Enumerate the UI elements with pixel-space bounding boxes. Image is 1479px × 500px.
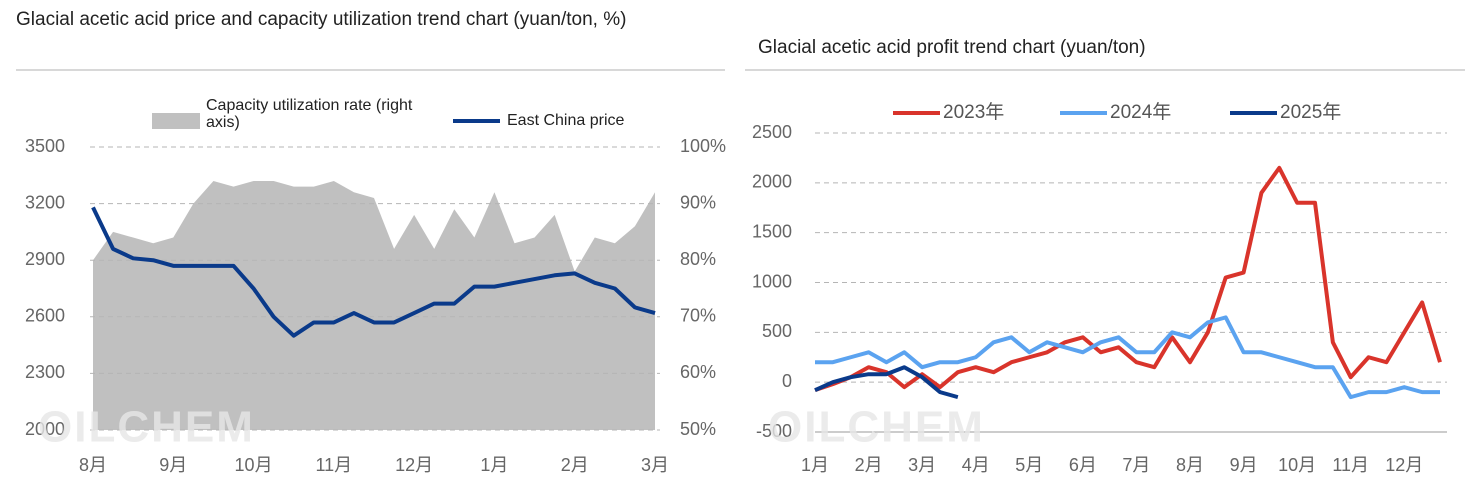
y2-tick-label: 50% bbox=[680, 419, 716, 439]
y2-tick-label: 100% bbox=[680, 136, 726, 156]
x-tick-label: 8月 bbox=[1176, 455, 1204, 475]
x-tick-label: 2月 bbox=[855, 455, 883, 475]
y-tick-label: 3500 bbox=[25, 136, 65, 156]
x-tick-label: 3月 bbox=[641, 455, 669, 475]
legend-label: Capacity utilization rate (right axis) bbox=[206, 97, 413, 131]
x-tick-label: 3月 bbox=[908, 455, 936, 475]
plot bbox=[815, 132, 1447, 433]
x-tick-label: 8月 bbox=[79, 455, 107, 475]
y2-tick-label: 90% bbox=[680, 192, 716, 212]
y-tick-label: 1000 bbox=[752, 271, 792, 291]
x-tick-label: 7月 bbox=[1122, 455, 1150, 475]
y-tick-label: 2300 bbox=[25, 362, 65, 382]
x-tick-label: 6月 bbox=[1069, 455, 1097, 475]
y2-tick-label: 70% bbox=[680, 306, 716, 326]
watermark: OILCHEM bbox=[38, 403, 255, 452]
y-tick-label: 0 bbox=[782, 371, 792, 391]
line bbox=[815, 315, 1440, 400]
x-tick-label: 12月 bbox=[395, 455, 433, 475]
watermark: OILCHEM bbox=[768, 403, 985, 452]
y-tick-label: 2000 bbox=[25, 419, 65, 439]
y-tick-label: 2000 bbox=[752, 172, 792, 192]
y-tick-label: 500 bbox=[762, 321, 792, 341]
y2-tick-label: 60% bbox=[680, 362, 716, 382]
y-tick-label: 2600 bbox=[25, 306, 65, 326]
x-tick-label: 10月 bbox=[1278, 455, 1316, 475]
legend-label: 2025年 bbox=[1280, 101, 1341, 123]
y-tick-label: -500 bbox=[756, 421, 792, 441]
x-tick-label: 9月 bbox=[1230, 455, 1258, 475]
x-tick-label: 9月 bbox=[159, 455, 187, 475]
legend-swatch bbox=[152, 113, 200, 129]
legend-label: East China price bbox=[507, 112, 625, 129]
area bbox=[93, 180, 655, 430]
x-tick-label: 1月 bbox=[480, 455, 508, 475]
chart-title: Glacial acetic acid profit trend chart (… bbox=[758, 37, 1146, 58]
y2-tick-label: 80% bbox=[680, 249, 716, 269]
line bbox=[814, 365, 959, 400]
y-tick-label: 2500 bbox=[752, 122, 792, 142]
x-tick-label: 11月 bbox=[316, 455, 353, 475]
y-tick-label: 2900 bbox=[25, 249, 65, 269]
x-tick-label: 10月 bbox=[235, 455, 273, 475]
y-tick-label: 1500 bbox=[752, 221, 792, 241]
legend-label: 2024年 bbox=[1110, 101, 1171, 123]
x-tick-label: 12月 bbox=[1385, 455, 1423, 475]
legend-label: 2023年 bbox=[943, 101, 1004, 123]
chart-title: Glacial acetic acid price and capacity u… bbox=[16, 9, 627, 30]
x-tick-label: 11月 bbox=[1332, 455, 1369, 475]
y-tick-label: 3200 bbox=[25, 192, 65, 212]
x-tick-label: 2月 bbox=[561, 455, 589, 475]
x-tick-label: 5月 bbox=[1015, 455, 1043, 475]
plot bbox=[90, 146, 660, 431]
line bbox=[91, 206, 656, 338]
x-tick-label: 4月 bbox=[962, 455, 990, 475]
x-tick-label: 1月 bbox=[801, 455, 829, 475]
